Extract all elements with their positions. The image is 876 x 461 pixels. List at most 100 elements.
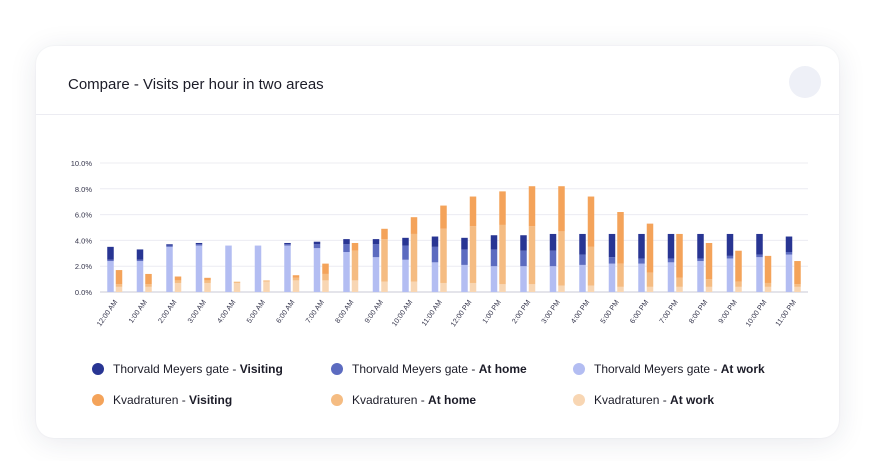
bar-segment[interactable] [313,248,321,292]
bar-segment[interactable] [381,239,388,282]
bar-segment[interactable] [705,279,713,287]
bar-segment[interactable] [549,266,557,292]
bar-segment[interactable] [263,281,270,292]
bar-segment[interactable] [136,249,144,260]
bar-segment[interactable] [726,233,734,256]
bar-segment[interactable] [579,264,586,292]
bar-segment[interactable] [461,249,468,265]
bar-segment[interactable] [372,244,380,258]
bar-segment[interactable] [351,242,359,251]
bar-segment[interactable] [343,239,350,245]
bar-segment[interactable] [284,245,291,292]
bar-segment[interactable] [292,280,300,292]
bar-segment[interactable] [617,212,624,264]
bar-segment[interactable] [617,263,624,287]
bar-segment[interactable] [549,250,557,267]
bar-segment[interactable] [667,262,675,292]
bar-segment[interactable] [440,282,447,292]
bar-segment[interactable] [174,282,182,292]
bar-segment[interactable] [263,280,270,282]
bar-segment[interactable] [735,286,742,292]
bar-segment[interactable] [469,282,477,292]
bar-segment[interactable] [322,263,329,274]
bar-segment[interactable] [107,246,114,260]
bar-segment[interactable] [528,226,536,285]
bar-segment[interactable] [579,254,586,265]
bar-segment[interactable] [697,233,704,259]
bar-segment[interactable] [490,266,498,292]
bar-segment[interactable] [528,186,536,227]
bar-segment[interactable] [402,237,409,246]
bar-segment[interactable] [579,233,586,255]
bar-segment[interactable] [676,233,683,278]
bar-segment[interactable] [292,275,300,278]
bar-segment[interactable] [402,245,409,260]
bar-segment[interactable] [558,231,565,286]
bar-segment[interactable] [461,237,468,250]
bar-segment[interactable] [174,276,182,281]
bar-segment[interactable] [764,255,772,283]
bar-segment[interactable] [195,242,203,245]
bar-segment[interactable] [726,255,734,259]
bar-segment[interactable] [638,233,645,259]
bar-segment[interactable] [107,261,114,292]
bar-segment[interactable] [587,196,595,247]
bar-segment[interactable] [756,254,763,258]
bar-segment[interactable] [676,277,683,287]
bar-segment[interactable] [490,249,498,267]
bar-segment[interactable] [115,284,123,287]
bar-segment[interactable] [490,235,498,250]
bar-segment[interactable] [705,286,713,292]
bar-segment[interactable] [166,244,173,246]
bar-segment[interactable] [431,262,439,292]
bar-segment[interactable] [225,245,232,292]
bar-segment[interactable] [322,280,329,292]
bar-segment[interactable] [608,257,616,264]
bar-segment[interactable] [410,217,418,234]
bar-segment[interactable] [697,258,704,262]
bar-segment[interactable] [254,245,262,292]
bar-segment[interactable] [587,246,595,286]
bar-segment[interactable] [608,233,616,258]
bar-segment[interactable] [794,261,801,285]
bar-segment[interactable] [145,284,152,287]
bar-segment[interactable] [233,281,241,283]
bar-segment[interactable] [764,282,772,287]
bar-segment[interactable] [520,250,527,267]
bar-segment[interactable] [638,263,645,292]
bar-segment[interactable] [646,223,654,273]
bar-segment[interactable] [145,273,152,285]
bar-segment[interactable] [756,257,763,292]
bar-segment[interactable] [735,250,742,282]
bar-segment[interactable] [794,286,801,292]
bar-segment[interactable] [351,280,359,292]
legend-item[interactable]: Kvadraturen - At work [573,393,714,407]
bar-segment[interactable] [558,285,565,292]
bar-segment[interactable] [461,264,468,292]
bar-segment[interactable] [343,244,350,253]
bar-segment[interactable] [343,252,350,292]
bar-segment[interactable] [785,236,793,253]
bar-segment[interactable] [351,250,359,281]
bar-segment[interactable] [115,286,123,292]
bar-segment[interactable] [204,280,211,283]
bar-segment[interactable] [528,284,536,292]
bar-segment[interactable] [735,281,742,287]
bar-segment[interactable] [617,286,624,292]
bar-segment[interactable] [469,196,477,227]
bar-segment[interactable] [558,186,565,232]
bar-segment[interactable] [372,257,380,292]
bar-segment[interactable] [195,245,203,292]
bar-segment[interactable] [136,259,144,262]
bar-segment[interactable] [410,233,418,282]
bar-segment[interactable] [322,273,329,281]
bar-segment[interactable] [520,235,527,251]
bar-segment[interactable] [697,261,704,292]
bar-segment[interactable] [381,281,388,292]
bar-segment[interactable] [764,286,772,292]
bar-segment[interactable] [204,277,211,281]
bar-segment[interactable] [313,244,321,249]
bar-segment[interactable] [785,252,793,255]
bar-segment[interactable] [166,246,173,292]
bar-segment[interactable] [410,281,418,292]
